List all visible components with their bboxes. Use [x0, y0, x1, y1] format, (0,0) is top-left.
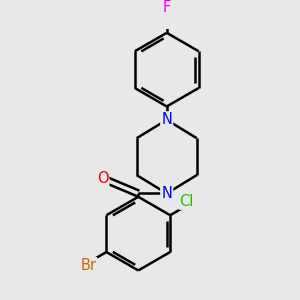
- Text: N: N: [161, 112, 172, 127]
- Text: Cl: Cl: [179, 194, 194, 208]
- Text: F: F: [163, 0, 171, 15]
- Text: O: O: [97, 171, 108, 186]
- Text: N: N: [161, 186, 172, 201]
- Text: Br: Br: [80, 258, 96, 273]
